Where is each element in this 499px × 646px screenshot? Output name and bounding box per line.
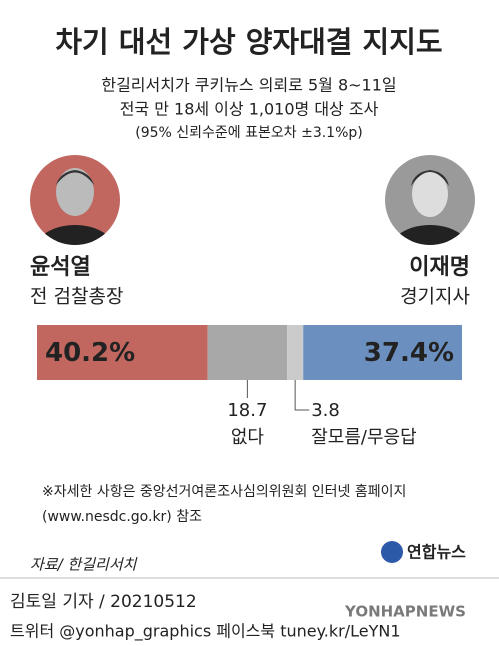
logo: 연합뉴스 <box>407 543 466 562</box>
subtitle: 한길리서치가 쿠키뉴스 의뢰로 5월 8~11일 <box>101 76 396 95</box>
candidate-note: 경기지사 <box>400 286 470 308</box>
note: ※자세한 사항은 중앙선거여론조사심의위원회 인터넷 홈페이지 <box>42 484 406 500</box>
value-label: 40.2% <box>45 338 135 368</box>
category-label: 없다 <box>231 427 265 448</box>
bar-segment <box>37 325 208 380</box>
bar-segment <box>207 325 288 380</box>
value-label: 3.8 <box>311 400 340 421</box>
candidate-note: 전 검찰총장 <box>30 286 123 308</box>
leader-line <box>294 380 310 411</box>
portrait-left <box>30 155 120 245</box>
chart-title: 차기 대선 가상 양자대결 지지도 <box>55 25 442 59</box>
category-label: 잘모름/무응답 <box>311 427 416 448</box>
byline: 김토일 기자 / 20210512 <box>10 592 197 612</box>
logo-icon <box>381 541 403 563</box>
value-label: 37.4% <box>364 338 454 368</box>
note: (www.nesdc.go.kr) 참조 <box>42 509 202 525</box>
subtitle: (95% 신뢰수준에 표본오차 ±3.1%p) <box>135 125 363 141</box>
watermark: YONHAPNEWS <box>344 603 466 621</box>
bar-segment <box>303 325 462 380</box>
bar-segment <box>287 325 304 380</box>
subtitle: 전국 만 18세 이상 1,010명 대상 조사 <box>120 100 379 119</box>
portrait-right <box>385 155 475 245</box>
candidate-name: 이재명 <box>409 255 470 280</box>
candidate-name: 윤석열 <box>30 255 91 280</box>
value-label: 18.7 <box>227 400 267 421</box>
source: 자료/ 한길리서치 <box>30 556 138 574</box>
social: 트위터 @yonhap_graphics 페이스북 tuney.kr/LeYN1 <box>10 622 401 642</box>
